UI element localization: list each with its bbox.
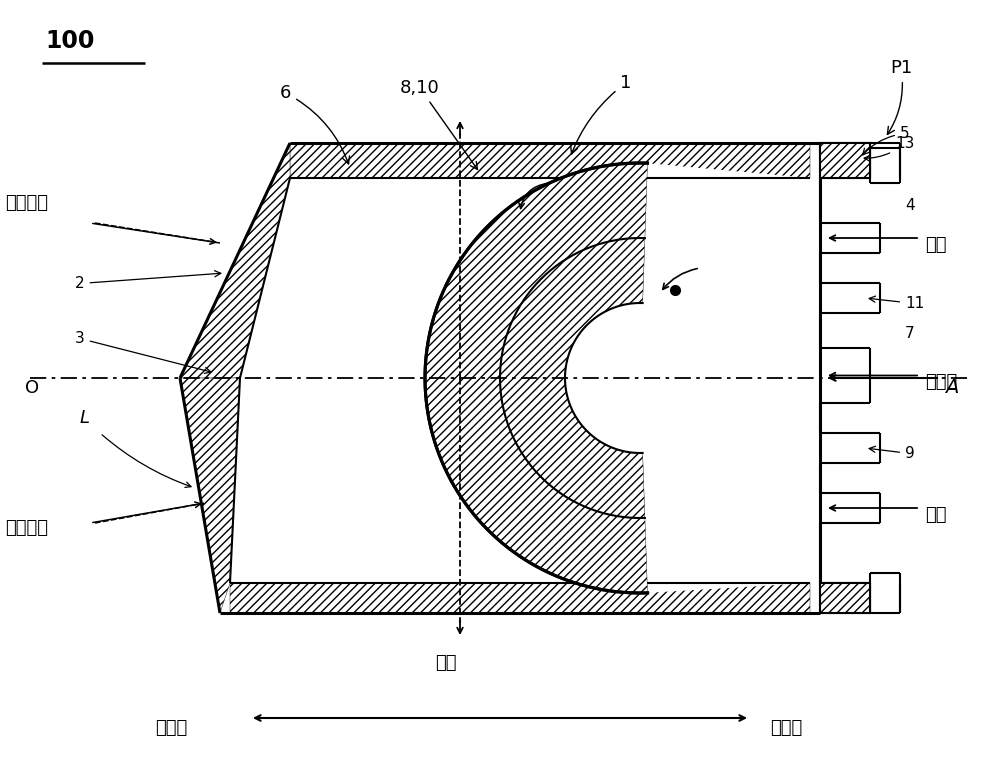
Polygon shape <box>500 238 645 518</box>
Text: 燃料油: 燃料油 <box>925 374 957 391</box>
Text: 9: 9 <box>869 446 915 461</box>
Polygon shape <box>180 143 290 378</box>
Text: 混合流体: 混合流体 <box>5 519 48 537</box>
Text: 2: 2 <box>75 271 221 291</box>
Polygon shape <box>820 583 870 613</box>
Text: A: A <box>945 378 958 397</box>
Text: 8,10: 8,10 <box>400 79 477 170</box>
Text: P1: P1 <box>887 59 912 134</box>
Text: 3: 3 <box>75 331 211 374</box>
Text: 混合流体: 混合流体 <box>5 194 48 212</box>
Polygon shape <box>180 378 240 613</box>
Text: 100: 100 <box>45 29 94 53</box>
Polygon shape <box>230 163 810 593</box>
Text: 1: 1 <box>571 74 631 154</box>
Text: 11: 11 <box>869 296 924 311</box>
Text: 径向: 径向 <box>435 654 456 672</box>
Text: 蒸汽: 蒸汽 <box>925 236 946 254</box>
Polygon shape <box>230 583 810 613</box>
Text: 7: 7 <box>905 326 915 341</box>
Text: 炉外侧: 炉外侧 <box>770 719 802 737</box>
Polygon shape <box>425 163 648 593</box>
Text: 13: 13 <box>864 136 914 161</box>
Text: 5: 5 <box>863 126 910 155</box>
Text: 蒸汽: 蒸汽 <box>925 506 946 524</box>
Text: 炉内侧: 炉内侧 <box>155 719 187 737</box>
Text: O: O <box>25 379 39 397</box>
Text: 4: 4 <box>905 199 915 214</box>
Text: L: L <box>80 409 90 427</box>
Text: 6: 6 <box>280 84 349 164</box>
Polygon shape <box>820 143 870 178</box>
Polygon shape <box>290 143 810 178</box>
